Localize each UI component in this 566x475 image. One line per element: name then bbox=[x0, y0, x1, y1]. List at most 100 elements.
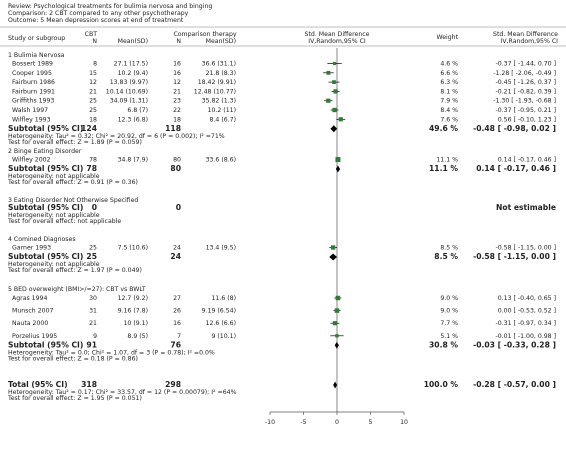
x-tick-label: -5 bbox=[300, 419, 306, 426]
comparison: Comparison: 2 CBT compared to any other … bbox=[8, 10, 189, 17]
mean2: 33.6 (8.6) bbox=[206, 157, 236, 164]
col-plot-title: Std. Mean Difference bbox=[305, 31, 370, 38]
subtotal-label: Subtotal (95% CI) bbox=[8, 252, 83, 261]
smd: 0.56 [ -0.10, 1.23 ] bbox=[498, 116, 556, 123]
mean1: 27.1 (17.5) bbox=[114, 61, 148, 68]
subtotal-n2: 80 bbox=[170, 164, 181, 173]
n1: 8 bbox=[93, 61, 97, 68]
subtotal-label: Subtotal (95% CI) bbox=[8, 164, 83, 173]
effect-square bbox=[335, 157, 341, 162]
mean1: 12.7 (9.2) bbox=[118, 295, 148, 302]
subtotal-weight: 49.6 % bbox=[429, 124, 458, 133]
weight: 11.1 % bbox=[436, 157, 458, 164]
n1: 18 bbox=[89, 116, 97, 123]
diamond bbox=[329, 253, 337, 261]
smd: 0.13 [ -0.40, 0.65 ] bbox=[498, 295, 556, 302]
outcome: Outcome: 5 Mean depression scores at end… bbox=[8, 17, 184, 24]
weight: 8.5 % bbox=[440, 245, 458, 252]
n1: 31 bbox=[89, 308, 97, 315]
n1: 30 bbox=[89, 295, 97, 302]
mean2: 8.4 (6.7) bbox=[210, 116, 236, 123]
n1: 21 bbox=[89, 320, 97, 327]
subtotal-smd: -0.58 [ -1.15, 0.00 ] bbox=[473, 252, 556, 261]
heterogeneity: Heterogeneity: Tau² = 0.32; Chi² = 20.92… bbox=[8, 133, 225, 140]
mean2: 35.82 (1.3) bbox=[202, 98, 236, 105]
study: Griffiths 1993 bbox=[12, 98, 54, 105]
group-title: 4 Comined Diagnoses bbox=[8, 236, 76, 243]
smd: 0.14 [ -0.17, 0.46 ] bbox=[498, 157, 556, 164]
mean2: 18.42 (9.91) bbox=[198, 79, 236, 86]
heterogeneity: Heterogeneity: Tau² = 0.17; Chi² = 33.57… bbox=[8, 389, 237, 396]
smd: -0.31 [ -0.97, 0.34 ] bbox=[496, 320, 556, 327]
col-weight: Weight bbox=[436, 34, 458, 41]
overall-test: Test for overall effect: Z = 0.91 (P = 0… bbox=[7, 179, 138, 186]
col-mean2: Mean(SD) bbox=[206, 38, 236, 45]
study: Fairburn 1991 bbox=[12, 88, 55, 95]
study: Nauta 2000 bbox=[12, 320, 48, 327]
effect-square bbox=[335, 295, 341, 301]
mean2: 12.6 (6.6) bbox=[206, 320, 236, 327]
overall-test: Test for overall effect: Z = 1.97 (P = 0… bbox=[7, 267, 142, 274]
mean1: 8.9 (5) bbox=[127, 333, 148, 340]
n2: 21 bbox=[173, 88, 181, 95]
subtotal-n2: 24 bbox=[170, 252, 181, 261]
diamond bbox=[335, 165, 341, 173]
heterogeneity: Heterogeneity: not applicable bbox=[8, 173, 100, 180]
col-study: Study or subgroup bbox=[8, 35, 65, 42]
mean1: 13.83 (9.97) bbox=[110, 79, 148, 86]
mean1: 12.3 (6.8) bbox=[118, 116, 148, 123]
study: Cooper 1995 bbox=[12, 70, 52, 77]
mean1: 6.8 (7) bbox=[127, 107, 148, 114]
n1: 78 bbox=[89, 157, 97, 164]
n2: 24 bbox=[173, 245, 181, 252]
mean2: 13.4 (9.5) bbox=[206, 245, 236, 252]
diamond bbox=[334, 341, 339, 349]
study: Bossert 1989 bbox=[12, 61, 53, 68]
smd: -0.45 [ -1.26, 0.37 ] bbox=[496, 79, 556, 86]
smd: -0.37 [ -0.95, 0.21 ] bbox=[496, 107, 556, 114]
review: Review: Psychological treatments for bul… bbox=[8, 3, 212, 10]
mean2: 36.6 (31.1) bbox=[202, 61, 236, 68]
study: Walsh 1997 bbox=[12, 107, 48, 114]
overall-test: Test for overall effect: Z = 1.89 (P = 0… bbox=[7, 139, 142, 146]
smd: -0.21 [ -0.82, 0.39 ] bbox=[496, 88, 556, 95]
col-mean1: Mean(SD) bbox=[118, 38, 148, 45]
n2: 18 bbox=[173, 116, 181, 123]
effect-square bbox=[333, 89, 338, 94]
effect-square bbox=[334, 308, 340, 313]
effect-square bbox=[332, 61, 337, 66]
effect-square bbox=[330, 245, 336, 250]
subtotal-n2: 0 bbox=[176, 203, 181, 212]
effect-square bbox=[332, 321, 338, 326]
weight: 5.1 % bbox=[440, 333, 458, 340]
subtotal-n1: 25 bbox=[86, 252, 97, 261]
n1: 25 bbox=[89, 245, 97, 252]
n2: 16 bbox=[173, 61, 181, 68]
subtotal-n1: 0 bbox=[92, 203, 97, 212]
subtotal-smd: -0.03 [ -0.33, 0.28 ] bbox=[473, 340, 556, 349]
n2: 23 bbox=[173, 98, 181, 105]
subtotal-smd: -0.48 [ -0.98, 0.02 ] bbox=[473, 124, 556, 133]
mean1: 34.8 (7.9) bbox=[118, 157, 148, 164]
smd: -0.01 [ -1.00, 0.98 ] bbox=[496, 333, 556, 340]
n2: 22 bbox=[173, 107, 181, 114]
overall-test: Test for overall effect: Z = 0.18 (P = 0… bbox=[7, 355, 138, 362]
n1: 9 bbox=[93, 333, 97, 340]
heterogeneity: Heterogeneity: not applicable bbox=[8, 212, 100, 219]
subtotal-n2: 76 bbox=[170, 340, 181, 349]
mean2: 9 (10.1) bbox=[211, 333, 236, 340]
smd: -0.37 [ -1.44, 0.70 ] bbox=[496, 61, 556, 68]
overall-test: Test for overall effect: Z = 1.95 (P = 0… bbox=[7, 395, 142, 402]
study: Garner 1993 bbox=[12, 245, 51, 252]
subtotal-smd: Not estimable bbox=[496, 203, 556, 212]
col-n1: N bbox=[92, 38, 97, 45]
subtotal-label: Subtotal (95% CI) bbox=[8, 203, 83, 212]
n2: 16 bbox=[173, 320, 181, 327]
mean2: 9.19 (6.54) bbox=[202, 308, 236, 315]
diamond bbox=[333, 381, 337, 389]
study: Wilfley 1993 bbox=[12, 116, 51, 123]
subtotal-label: Total (95% CI) bbox=[8, 380, 68, 389]
subtotal-smd: 0.14 [ -0.17, 0.46 ] bbox=[476, 164, 556, 173]
